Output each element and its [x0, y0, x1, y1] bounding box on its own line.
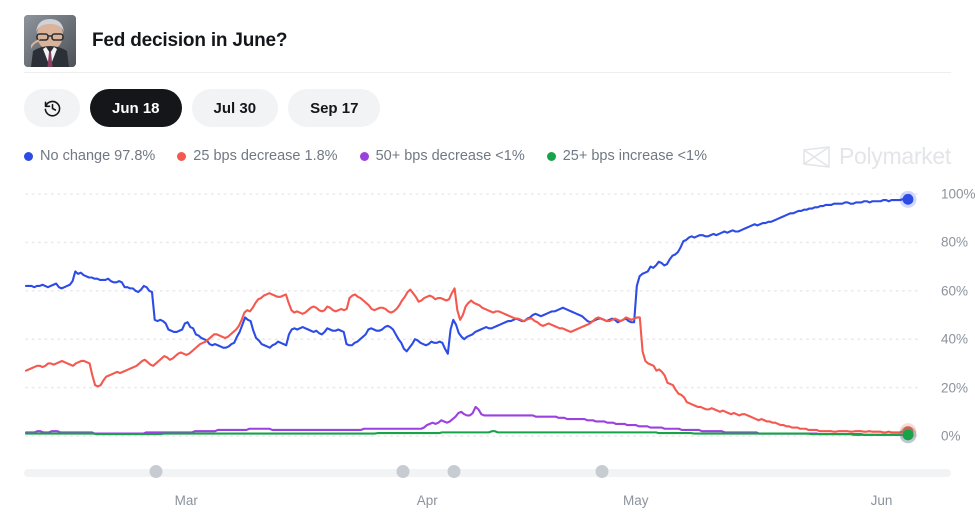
x-axis-tick-label: Mar: [174, 493, 198, 508]
history-clock-icon: [44, 100, 60, 116]
scrubber-handle[interactable]: [447, 465, 461, 478]
series-end-dot: [902, 429, 914, 441]
legend-dot-50-decrease: [359, 151, 369, 161]
probability-line-chart[interactable]: [0, 175, 975, 465]
x-axis-tick-label: Jun: [870, 493, 893, 508]
legend-dot-25-decrease: [177, 151, 187, 161]
scrubber-handle[interactable]: [149, 465, 163, 478]
brand-name: Polymarket: [838, 143, 951, 169]
series-line: [24, 287, 910, 434]
scrubber-handle[interactable]: [396, 465, 410, 478]
series-line: [24, 430, 910, 436]
legend-item[interactable]: No change 97.8%: [24, 148, 155, 164]
x-axis-labels: Mar Apr May Jun: [24, 481, 951, 513]
x-axis-tick-label: May: [623, 493, 649, 508]
series-line: [24, 198, 910, 355]
legend-item[interactable]: 25 bps decrease 1.8%: [177, 148, 338, 164]
legend-label: 50+ bps decrease <1%: [375, 148, 525, 164]
x-axis-tick-label: Apr: [416, 493, 438, 508]
legend-label: 25+ bps increase <1%: [562, 148, 708, 164]
avatar: [24, 15, 76, 67]
page-header: Fed decision in June?: [0, 0, 975, 72]
tab-jul-30[interactable]: Jul 30: [191, 89, 279, 127]
tab-jun-18[interactable]: Jun 18: [90, 89, 182, 127]
scrubber-track[interactable]: [24, 469, 951, 477]
legend-dot-25-increase: [546, 151, 556, 161]
legend-items: No change 97.8% 25 bps decrease 1.8% 50+ b…: [24, 148, 707, 164]
timeframe-tabs: Jun 18 Jul 30 Sep 17: [0, 73, 975, 127]
legend-label: 25 bps decrease 1.8%: [193, 148, 338, 164]
chart-area: 0% 20% 40% 60% 80% 100%: [0, 175, 975, 465]
legend-item[interactable]: 25+ bps increase <1%: [546, 148, 708, 164]
polymarket-brand: Polymarket: [803, 143, 951, 170]
scrubber-handle[interactable]: [595, 465, 609, 478]
polymarket-logo-icon: [803, 145, 830, 168]
tab-sep-17[interactable]: Sep 17: [288, 89, 381, 127]
jerome-powell-photo: [24, 15, 76, 67]
legend-item[interactable]: 50+ bps decrease <1%: [359, 148, 525, 164]
history-button[interactable]: [24, 89, 80, 127]
page-title: Fed decision in June?: [92, 30, 288, 51]
header-divider: [24, 72, 951, 73]
series-line: [24, 405, 910, 436]
time-range-scrubber[interactable]: [24, 465, 951, 481]
series-end-dot: [902, 193, 914, 205]
legend-dot-no-change: [24, 151, 33, 161]
legend-label: No change 97.8%: [40, 148, 156, 164]
chart-legend: No change 97.8% 25 bps decrease 1.8% 50+ b…: [0, 127, 975, 170]
